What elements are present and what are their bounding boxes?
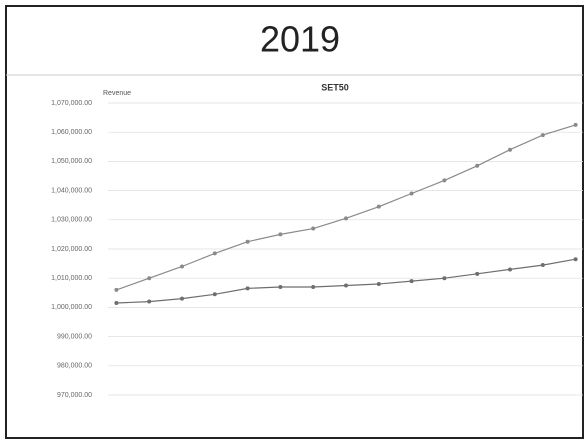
data-point [475, 163, 480, 168]
data-point [180, 264, 184, 269]
data-point [147, 276, 152, 281]
data-point [278, 284, 283, 289]
y-tick-label: 1,040,000.00 [51, 187, 92, 194]
data-point [508, 267, 512, 272]
data-point [180, 296, 184, 301]
data-point [245, 239, 250, 244]
data-point [245, 286, 250, 291]
data-point [114, 301, 119, 306]
data-point [344, 283, 348, 288]
y-tick-label: 1,020,000.00 [51, 246, 92, 253]
y-tick-label: 1,030,000.00 [51, 217, 92, 224]
y-tick-label: 990,000.00 [57, 333, 92, 340]
data-point [540, 263, 545, 268]
data-point [376, 204, 381, 209]
y-axis-label: Revenue [103, 90, 131, 97]
header: 2019 [260, 19, 340, 60]
y-tick-label: 1,070,000.00 [51, 100, 92, 107]
data-point [442, 276, 447, 281]
data-point [409, 279, 414, 284]
data-point [147, 299, 152, 304]
frame [5, 5, 584, 439]
data-point [409, 191, 414, 196]
data-point [442, 178, 447, 183]
data-point [540, 133, 545, 138]
data-point [376, 282, 381, 287]
y-tick-label: 1,010,000.00 [51, 275, 92, 282]
data-point [311, 226, 316, 231]
data-point [573, 122, 578, 127]
data-point [278, 232, 283, 237]
data-point [475, 271, 480, 276]
data-point [114, 287, 119, 292]
chart-title: SET50 [321, 82, 349, 92]
data-point [212, 251, 217, 256]
y-tick-label: 1,000,000.00 [51, 304, 92, 311]
y-tick-label: 980,000.00 [57, 363, 92, 370]
data-point [508, 147, 512, 152]
y-tick-label: 1,050,000.00 [51, 158, 92, 165]
data-point [573, 257, 578, 262]
y-tick-label: 970,000.00 [57, 392, 92, 399]
y-tick-label: 1,060,000.00 [51, 129, 92, 136]
data-point [212, 292, 217, 297]
data-point [344, 216, 348, 221]
data-point [311, 284, 316, 289]
